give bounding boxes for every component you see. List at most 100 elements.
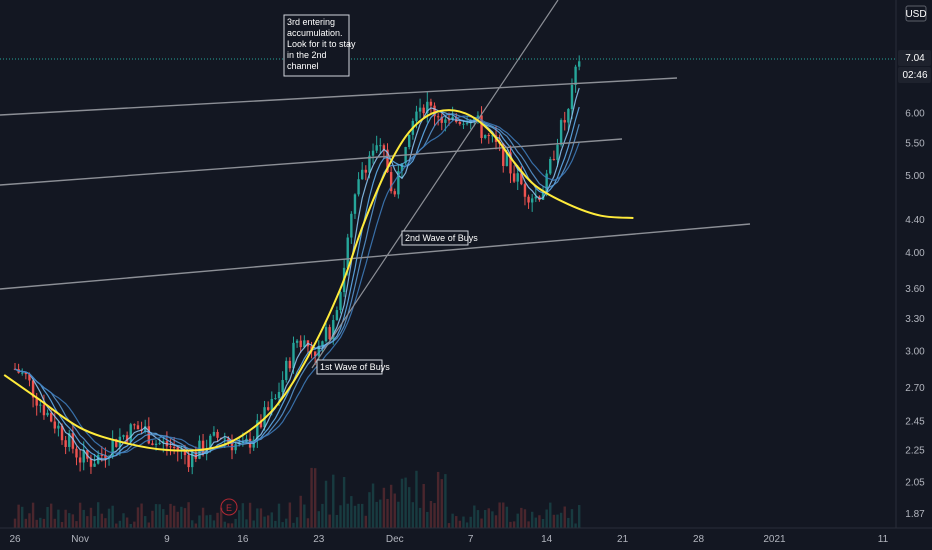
volume-bar-46 — [180, 506, 183, 528]
candle-body-107 — [400, 163, 404, 172]
candle-body-24 — [100, 454, 103, 456]
candle-body-101 — [379, 145, 382, 147]
time-tick-3: 16 — [237, 534, 249, 545]
time-tick-4: 23 — [313, 534, 325, 545]
volume-bar-82 — [310, 467, 313, 528]
volume-bar-73 — [277, 503, 281, 528]
volume-bar-111 — [415, 470, 418, 528]
volume-bar-41 — [162, 509, 165, 528]
volume-bar-134 — [498, 502, 501, 528]
volume-bar-137 — [509, 521, 512, 528]
volume-bar-9 — [46, 506, 49, 528]
candle-body-41 — [162, 441, 165, 443]
volume-bar-125 — [465, 522, 469, 528]
volume-bar-8 — [42, 518, 46, 528]
currency-label: USD — [905, 9, 926, 20]
volume-bar-38 — [151, 510, 154, 528]
volume-bar-101 — [379, 499, 382, 528]
volume-bar-126 — [469, 516, 472, 528]
candle-body-79 — [299, 340, 302, 348]
volume-bar-87 — [328, 514, 331, 528]
candle-body-67 — [256, 420, 259, 440]
moving-average-3 — [14, 115, 580, 454]
time-tick-5: Dec — [386, 534, 404, 545]
candle-body-75 — [285, 360, 288, 381]
candle-body-85 — [321, 341, 324, 347]
candle-body-122 — [455, 116, 458, 122]
volume-bar-91 — [342, 477, 346, 528]
candle-body-25 — [104, 455, 107, 459]
volume-bar-62 — [238, 510, 241, 528]
candle-body-121 — [451, 116, 454, 120]
candle-body-89 — [335, 310, 339, 321]
annotation-first-wave[interactable]: 1st Wave of Buys — [316, 359, 390, 375]
annotation-accumulation[interactable]: 3rd entering accumulation. Look for it t… — [283, 14, 356, 77]
candle-body-135 — [502, 143, 505, 166]
volume-bar-71 — [270, 512, 273, 528]
volume-bar-24 — [100, 513, 103, 528]
candle-body-30 — [122, 435, 125, 437]
annotation-accumulation-line-1: 3rd entering — [287, 17, 335, 27]
earnings-marker[interactable]: E — [220, 498, 238, 516]
candle-body-130 — [483, 135, 487, 138]
price-axis[interactable]: USD 6.00 5.50 5.00 4.40 4.00 3.60 3.30 3.00 2.70… — [895, 0, 932, 528]
volume-bar-113 — [422, 483, 425, 528]
candle-body-129 — [480, 115, 483, 138]
candle-body-127 — [473, 118, 476, 121]
volume-bar-94 — [353, 505, 357, 528]
volume-bar-70 — [266, 515, 270, 528]
candle-body-124 — [462, 123, 465, 125]
candle-body-137 — [509, 152, 512, 174]
candle-body-117 — [436, 116, 440, 118]
volume-bar-78 — [295, 517, 299, 528]
volume-bar-102 — [382, 487, 386, 528]
middle-channel-line[interactable] — [0, 138, 623, 186]
time-axis[interactable]: 26 Nov 9 16 23 Dec 7 14 21 28 2021 11 — [0, 527, 932, 550]
volume-bar-13 — [60, 522, 64, 528]
volume-bar-145 — [538, 515, 541, 528]
volume-bar-110 — [411, 502, 415, 528]
volume-bar-15 — [68, 513, 71, 528]
countdown-tag: 02:46 — [902, 70, 927, 81]
volume-bar-88 — [332, 474, 335, 528]
volume-bar-106 — [397, 501, 400, 528]
upper-channel-line[interactable] — [0, 77, 678, 116]
volume-bar-141 — [523, 509, 527, 528]
candle-body-140 — [520, 173, 523, 185]
volume-bar-28 — [115, 523, 118, 528]
candle-body-13 — [60, 425, 64, 441]
volume-bar-109 — [408, 487, 411, 528]
volume-bar-152 — [563, 506, 566, 528]
volume-bar-103 — [386, 498, 389, 528]
time-tick-9: 28 — [693, 534, 705, 545]
candle-body-109 — [408, 134, 411, 148]
volume-bar-122 — [455, 516, 458, 528]
volume-bars — [13, 467, 581, 528]
volume-bar-99 — [371, 483, 375, 528]
candle-body-154 — [570, 84, 574, 110]
annotation-second-wave[interactable]: 2nd Wave of Buys — [401, 230, 478, 246]
volume-bar-93 — [350, 496, 353, 528]
candle-body-103 — [386, 149, 389, 173]
candle-body-152 — [563, 120, 566, 123]
candle-body-14 — [64, 440, 67, 447]
earnings-marker-label: E — [226, 503, 232, 513]
candle-body-17 — [75, 448, 78, 458]
lower-channel-line[interactable] — [0, 223, 751, 290]
candle-body-2 — [21, 372, 24, 374]
volume-bar-30 — [122, 513, 125, 528]
volume-bar-96 — [361, 503, 364, 528]
candle-body-146 — [541, 192, 545, 200]
volume-bar-68 — [259, 508, 263, 528]
volume-bar-86 — [324, 480, 328, 528]
volume-bar-56 — [216, 512, 219, 528]
trend-lines[interactable] — [0, 0, 751, 369]
candle-body-96 — [361, 169, 364, 180]
volume-bar-150 — [556, 514, 559, 528]
rising-trend-line[interactable] — [311, 0, 559, 369]
volume-bar-37 — [147, 522, 151, 528]
candle-body-50 — [194, 451, 198, 459]
volume-bar-138 — [512, 521, 516, 528]
volume-bar-144 — [534, 517, 537, 528]
